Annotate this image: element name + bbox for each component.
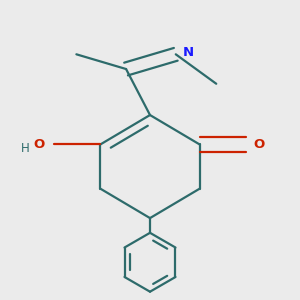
Text: H: H xyxy=(20,142,29,155)
Text: N: N xyxy=(182,46,194,59)
Text: O: O xyxy=(34,138,45,151)
Text: O: O xyxy=(254,138,265,151)
